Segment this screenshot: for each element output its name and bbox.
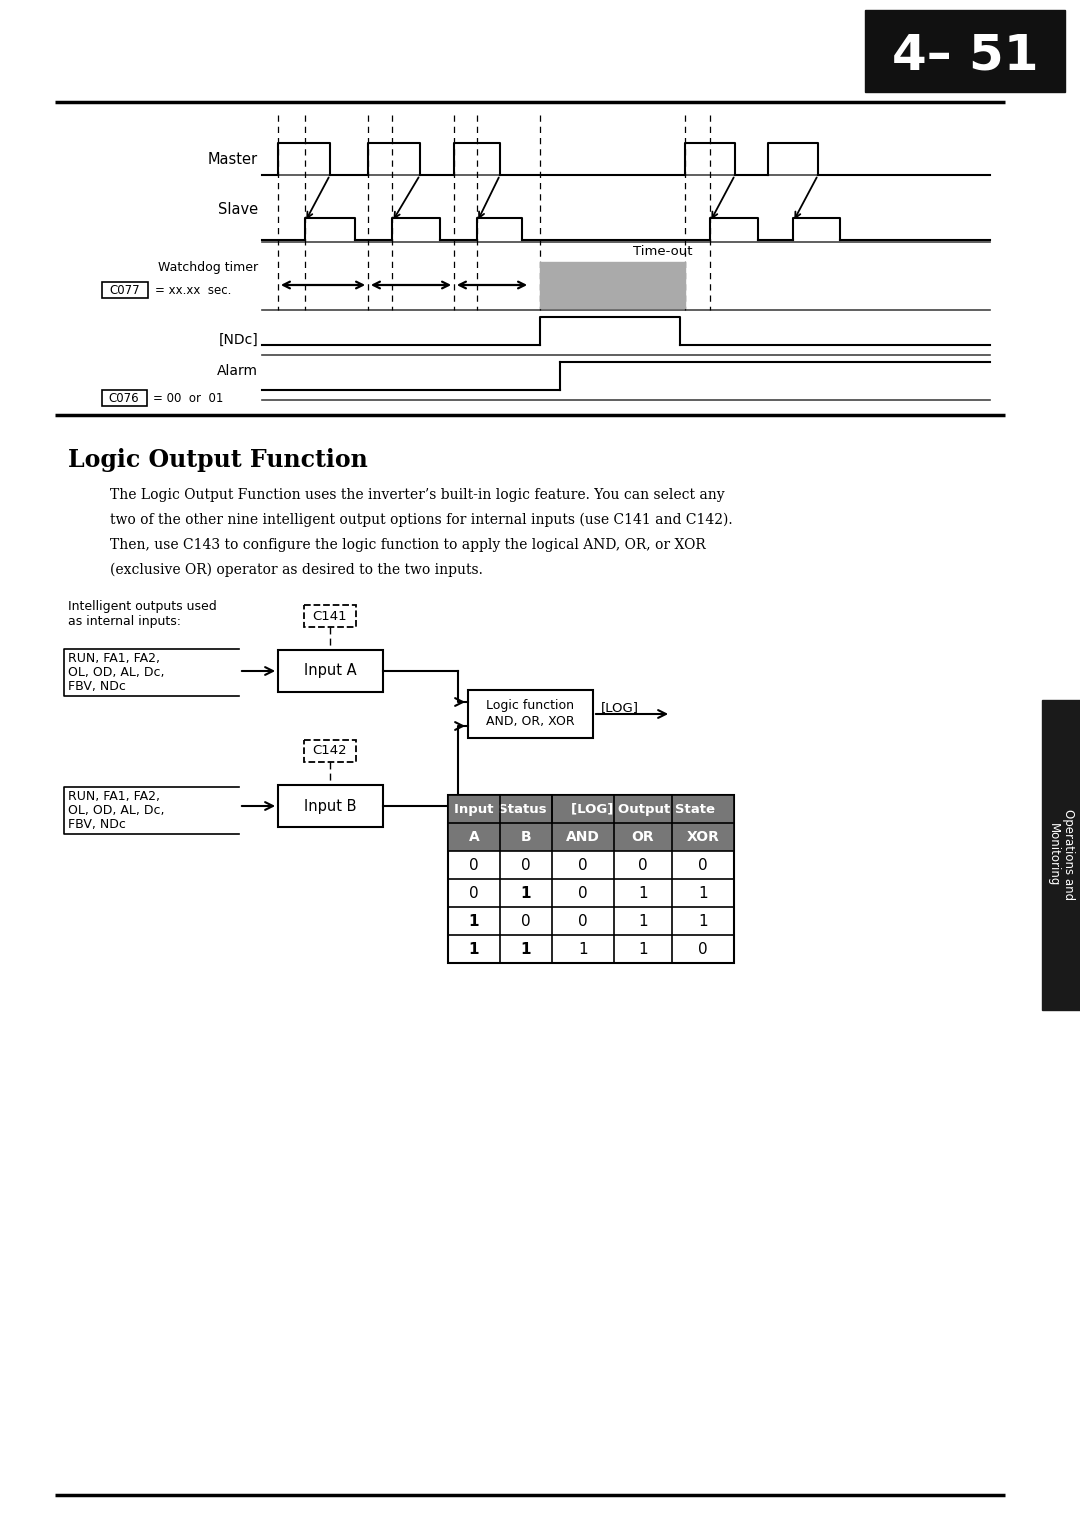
Text: (exclusive OR) operator as desired to the two inputs.: (exclusive OR) operator as desired to th… <box>110 563 483 577</box>
Text: Input A: Input A <box>303 664 356 678</box>
Text: C077: C077 <box>110 284 140 296</box>
Bar <box>1042 700 1080 1009</box>
Text: Input Status: Input Status <box>454 802 546 816</box>
Text: 0: 0 <box>522 858 530 873</box>
Bar <box>278 650 383 692</box>
Bar <box>448 824 734 851</box>
Text: two of the other nine intelligent output options for internal inputs (use C141 a: two of the other nine intelligent output… <box>110 512 732 528</box>
Text: as internal inputs:: as internal inputs: <box>68 615 181 627</box>
Bar <box>448 795 734 824</box>
Text: C076: C076 <box>109 391 139 405</box>
Text: 1: 1 <box>469 942 480 957</box>
Bar <box>468 690 593 738</box>
Text: OL, OD, AL, Dc,: OL, OD, AL, Dc, <box>68 804 164 818</box>
Text: = xx.xx  sec.: = xx.xx sec. <box>156 284 231 296</box>
Text: [LOG] Output State: [LOG] Output State <box>571 802 715 816</box>
Text: 1: 1 <box>638 914 648 928</box>
Text: Watchdog timer: Watchdog timer <box>158 261 258 273</box>
Text: Time-out: Time-out <box>633 245 692 258</box>
Text: 0: 0 <box>469 885 478 900</box>
Text: A: A <box>469 830 480 844</box>
Text: Master: Master <box>207 152 258 167</box>
Text: XOR: XOR <box>687 830 719 844</box>
Text: 1: 1 <box>638 942 648 957</box>
Text: AND: AND <box>566 830 599 844</box>
Text: RUN, FA1, FA2,: RUN, FA1, FA2, <box>68 652 160 666</box>
Bar <box>303 604 356 627</box>
Text: B: B <box>521 830 531 844</box>
Text: [LOG]: [LOG] <box>600 701 639 715</box>
Text: The Logic Output Function uses the inverter’s built‑in logic feature. You can se: The Logic Output Function uses the inver… <box>110 488 725 502</box>
Text: 0: 0 <box>638 858 648 873</box>
Text: 0: 0 <box>578 885 588 900</box>
Bar <box>102 282 148 298</box>
Text: RUN, FA1, FA2,: RUN, FA1, FA2, <box>68 790 160 802</box>
Bar <box>102 390 147 407</box>
Text: 1: 1 <box>521 885 531 900</box>
Text: OR: OR <box>632 830 654 844</box>
Text: OL, OD, AL, Dc,: OL, OD, AL, Dc, <box>68 666 164 680</box>
Bar <box>278 785 383 827</box>
Bar <box>540 262 685 308</box>
Text: = 00  or  01: = 00 or 01 <box>153 391 224 405</box>
Text: FBV, NDc: FBV, NDc <box>68 818 126 831</box>
Text: 0: 0 <box>578 914 588 928</box>
Text: AND, OR, XOR: AND, OR, XOR <box>486 715 575 729</box>
Text: 1: 1 <box>698 885 707 900</box>
Text: 1: 1 <box>578 942 588 957</box>
Text: 0: 0 <box>522 914 530 928</box>
Bar <box>448 795 734 963</box>
Text: 1: 1 <box>638 885 648 900</box>
Text: Operations and
Monitoring: Operations and Monitoring <box>1047 810 1075 900</box>
Text: 0: 0 <box>698 942 707 957</box>
Text: Logic function: Logic function <box>486 700 573 712</box>
Text: FBV, NDc: FBV, NDc <box>68 680 126 693</box>
Text: 0: 0 <box>578 858 588 873</box>
Text: Alarm: Alarm <box>217 364 258 377</box>
Bar <box>865 11 1065 92</box>
Text: 1: 1 <box>698 914 707 928</box>
Text: 1: 1 <box>521 942 531 957</box>
Text: C142: C142 <box>313 744 348 758</box>
Text: 0: 0 <box>469 858 478 873</box>
Text: Then, use C143 to configure the logic function to apply the logical AND, OR, or : Then, use C143 to configure the logic fu… <box>110 538 705 552</box>
Text: Input B: Input B <box>303 799 356 813</box>
Text: 4– 51: 4– 51 <box>892 31 1038 78</box>
Text: Logic Output Function: Logic Output Function <box>68 448 368 472</box>
Text: 0: 0 <box>698 858 707 873</box>
Text: 1: 1 <box>469 914 480 928</box>
Text: [NDc]: [NDc] <box>218 333 258 347</box>
Text: Slave: Slave <box>218 202 258 218</box>
Text: C141: C141 <box>313 609 348 623</box>
Bar <box>303 739 356 762</box>
Text: Intelligent outputs used: Intelligent outputs used <box>68 600 217 614</box>
